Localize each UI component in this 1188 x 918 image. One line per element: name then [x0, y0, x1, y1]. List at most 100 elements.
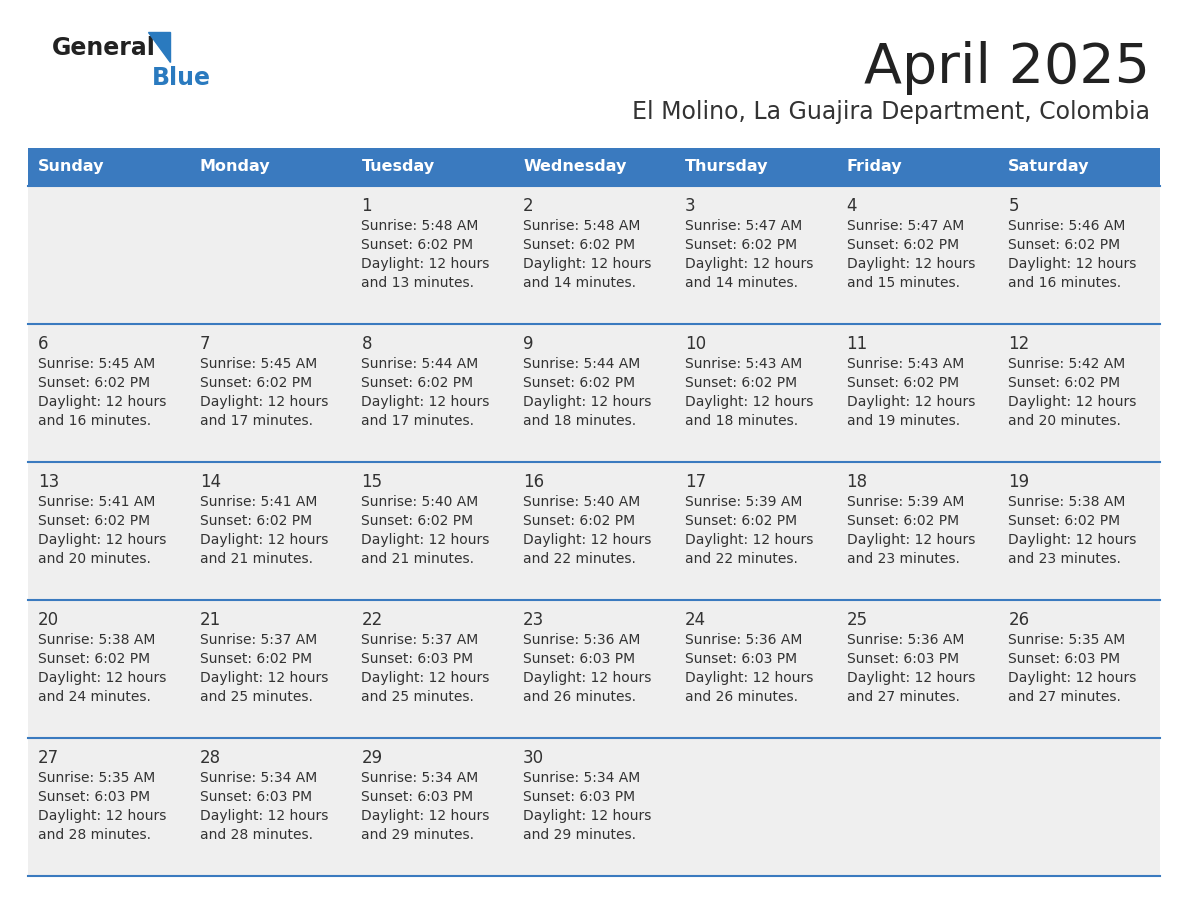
Text: 7: 7	[200, 335, 210, 353]
Text: Sunrise: 5:35 AM: Sunrise: 5:35 AM	[38, 771, 156, 785]
Text: Daylight: 12 hours: Daylight: 12 hours	[361, 533, 489, 547]
Text: and 26 minutes.: and 26 minutes.	[684, 690, 798, 704]
Text: Sunset: 6:03 PM: Sunset: 6:03 PM	[523, 790, 636, 804]
Text: Sunrise: 5:47 AM: Sunrise: 5:47 AM	[684, 219, 802, 233]
Text: 10: 10	[684, 335, 706, 353]
Text: and 13 minutes.: and 13 minutes.	[361, 276, 474, 290]
Text: Sunset: 6:02 PM: Sunset: 6:02 PM	[38, 652, 150, 666]
Bar	[998, 324, 1159, 462]
Bar	[836, 738, 998, 876]
Text: Daylight: 12 hours: Daylight: 12 hours	[1009, 395, 1137, 409]
Text: and 18 minutes.: and 18 minutes.	[523, 414, 637, 428]
Text: Sunrise: 5:40 AM: Sunrise: 5:40 AM	[523, 495, 640, 509]
Text: Sunset: 6:02 PM: Sunset: 6:02 PM	[1009, 376, 1120, 390]
Text: Sunset: 6:02 PM: Sunset: 6:02 PM	[1009, 238, 1120, 252]
Bar	[513, 600, 675, 738]
Bar	[836, 462, 998, 600]
Text: Sunrise: 5:36 AM: Sunrise: 5:36 AM	[684, 633, 802, 647]
Bar	[836, 148, 998, 186]
Text: Sunrise: 5:48 AM: Sunrise: 5:48 AM	[523, 219, 640, 233]
Text: Sunrise: 5:34 AM: Sunrise: 5:34 AM	[523, 771, 640, 785]
Text: and 28 minutes.: and 28 minutes.	[38, 828, 151, 842]
Text: Daylight: 12 hours: Daylight: 12 hours	[361, 671, 489, 685]
Text: Friday: Friday	[847, 160, 902, 174]
Bar	[998, 600, 1159, 738]
Text: Sunset: 6:02 PM: Sunset: 6:02 PM	[523, 238, 636, 252]
Text: and 14 minutes.: and 14 minutes.	[523, 276, 636, 290]
Text: General: General	[52, 36, 156, 60]
Text: 3: 3	[684, 197, 695, 215]
Text: Sunrise: 5:37 AM: Sunrise: 5:37 AM	[361, 633, 479, 647]
Text: Daylight: 12 hours: Daylight: 12 hours	[684, 395, 814, 409]
Bar	[190, 738, 352, 876]
Text: and 29 minutes.: and 29 minutes.	[361, 828, 474, 842]
Text: and 22 minutes.: and 22 minutes.	[684, 552, 797, 566]
Text: 19: 19	[1009, 473, 1030, 491]
Text: and 21 minutes.: and 21 minutes.	[200, 552, 312, 566]
Text: Daylight: 12 hours: Daylight: 12 hours	[847, 257, 975, 271]
Text: 4: 4	[847, 197, 857, 215]
Text: 18: 18	[847, 473, 867, 491]
Text: 24: 24	[684, 611, 706, 629]
Text: Sunrise: 5:46 AM: Sunrise: 5:46 AM	[1009, 219, 1126, 233]
Text: Sunrise: 5:39 AM: Sunrise: 5:39 AM	[684, 495, 802, 509]
Text: Sunset: 6:02 PM: Sunset: 6:02 PM	[361, 376, 474, 390]
Text: 8: 8	[361, 335, 372, 353]
Bar	[675, 738, 836, 876]
Text: Sunset: 6:02 PM: Sunset: 6:02 PM	[200, 514, 311, 528]
Text: April 2025: April 2025	[864, 41, 1150, 95]
Text: Saturday: Saturday	[1009, 160, 1089, 174]
Text: Monday: Monday	[200, 160, 271, 174]
Bar	[190, 462, 352, 600]
Text: Sunrise: 5:37 AM: Sunrise: 5:37 AM	[200, 633, 317, 647]
Text: 27: 27	[38, 749, 59, 767]
Text: Daylight: 12 hours: Daylight: 12 hours	[38, 671, 166, 685]
Text: Sunset: 6:02 PM: Sunset: 6:02 PM	[523, 376, 636, 390]
Bar	[998, 186, 1159, 324]
Text: 22: 22	[361, 611, 383, 629]
Text: Sunrise: 5:48 AM: Sunrise: 5:48 AM	[361, 219, 479, 233]
Text: Sunset: 6:03 PM: Sunset: 6:03 PM	[200, 790, 311, 804]
Text: Sunrise: 5:34 AM: Sunrise: 5:34 AM	[361, 771, 479, 785]
Polygon shape	[148, 32, 170, 62]
Text: Daylight: 12 hours: Daylight: 12 hours	[1009, 257, 1137, 271]
Text: Daylight: 12 hours: Daylight: 12 hours	[523, 395, 651, 409]
Text: Daylight: 12 hours: Daylight: 12 hours	[523, 257, 651, 271]
Bar	[190, 186, 352, 324]
Text: Sunrise: 5:42 AM: Sunrise: 5:42 AM	[1009, 357, 1125, 371]
Text: Sunrise: 5:43 AM: Sunrise: 5:43 AM	[684, 357, 802, 371]
Text: 28: 28	[200, 749, 221, 767]
Text: Sunrise: 5:38 AM: Sunrise: 5:38 AM	[1009, 495, 1126, 509]
Text: and 16 minutes.: and 16 minutes.	[1009, 276, 1121, 290]
Bar	[352, 186, 513, 324]
Bar	[513, 186, 675, 324]
Text: and 26 minutes.: and 26 minutes.	[523, 690, 636, 704]
Text: Sunset: 6:02 PM: Sunset: 6:02 PM	[1009, 514, 1120, 528]
Text: Sunset: 6:02 PM: Sunset: 6:02 PM	[523, 514, 636, 528]
Text: Sunrise: 5:35 AM: Sunrise: 5:35 AM	[1009, 633, 1125, 647]
Text: Wednesday: Wednesday	[523, 160, 626, 174]
Text: Sunrise: 5:41 AM: Sunrise: 5:41 AM	[200, 495, 317, 509]
Text: Daylight: 12 hours: Daylight: 12 hours	[200, 671, 328, 685]
Text: and 28 minutes.: and 28 minutes.	[200, 828, 312, 842]
Text: and 20 minutes.: and 20 minutes.	[38, 552, 151, 566]
Text: Daylight: 12 hours: Daylight: 12 hours	[361, 395, 489, 409]
Text: and 24 minutes.: and 24 minutes.	[38, 690, 151, 704]
Text: Sunset: 6:03 PM: Sunset: 6:03 PM	[684, 652, 797, 666]
Text: Sunrise: 5:45 AM: Sunrise: 5:45 AM	[38, 357, 156, 371]
Text: Sunset: 6:02 PM: Sunset: 6:02 PM	[200, 652, 311, 666]
Bar	[29, 148, 190, 186]
Bar	[998, 462, 1159, 600]
Text: 9: 9	[523, 335, 533, 353]
Text: Daylight: 12 hours: Daylight: 12 hours	[38, 395, 166, 409]
Text: 2: 2	[523, 197, 533, 215]
Text: Daylight: 12 hours: Daylight: 12 hours	[38, 809, 166, 823]
Bar	[352, 462, 513, 600]
Bar	[836, 186, 998, 324]
Bar	[29, 186, 190, 324]
Text: Sunset: 6:02 PM: Sunset: 6:02 PM	[684, 514, 797, 528]
Text: and 23 minutes.: and 23 minutes.	[847, 552, 960, 566]
Text: 30: 30	[523, 749, 544, 767]
Text: Sunrise: 5:40 AM: Sunrise: 5:40 AM	[361, 495, 479, 509]
Text: Daylight: 12 hours: Daylight: 12 hours	[847, 671, 975, 685]
